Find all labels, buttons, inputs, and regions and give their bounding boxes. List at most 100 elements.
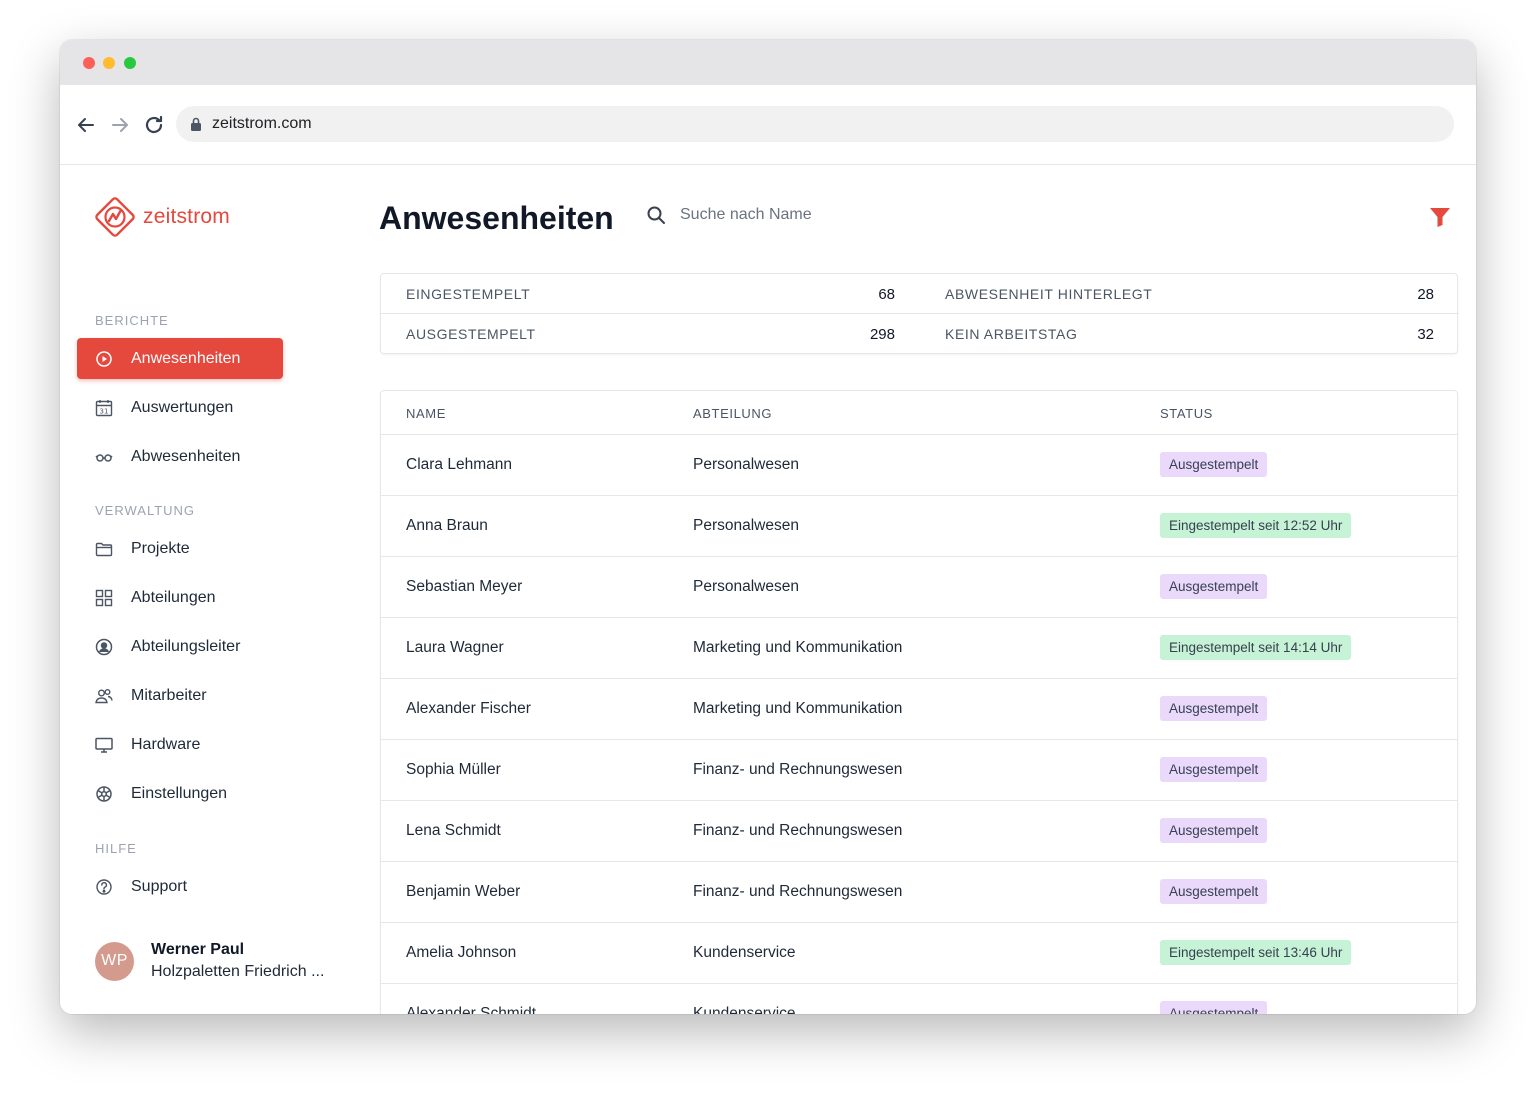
user-profile[interactable]: WP Werner Paul Holzpaletten Friedrich ..… — [95, 941, 324, 981]
sidebar-item-label: Einstellungen — [131, 784, 228, 802]
sidebar-item-label: Mitarbeiter — [131, 686, 207, 704]
calendar-icon: 31 — [95, 399, 113, 417]
glasses-icon — [95, 448, 113, 466]
employee-department: Marketing und Kommunikation — [693, 700, 903, 717]
status-badge: Ausgestempelt — [1160, 696, 1268, 721]
sidebar-item-hardware[interactable]: Hardware — [77, 724, 283, 765]
sidebar-item-abteilungsleiter[interactable]: Abteilungsleiter — [77, 626, 283, 667]
stat-value: 28 — [1417, 285, 1434, 303]
status-badge: Eingestempelt seit 14:14 Uhr — [1160, 635, 1352, 660]
column-header-name[interactable]: NAME — [406, 406, 446, 421]
table-row[interactable]: Lena Schmidt Finanz- und Rechnungswesen Au… — [381, 801, 1457, 862]
back-arrow-icon[interactable] — [74, 113, 98, 137]
employee-department: Kundenservice — [693, 1005, 796, 1014]
url-text: zeitstrom.com — [212, 115, 312, 132]
table-row[interactable]: Alexander Schmidt Kundenservice Ausgestemp… — [381, 984, 1457, 1014]
employee-name: Amelia Johnson — [406, 944, 517, 961]
lock-icon — [190, 117, 202, 131]
table-row[interactable]: Sebastian Meyer Personalwesen Ausgestempel… — [381, 557, 1457, 618]
column-header-department[interactable]: ABTEILUNG — [693, 406, 773, 421]
table-row[interactable]: Laura Wagner Marketing und Kommunikation E… — [381, 618, 1457, 679]
table-row[interactable]: Amelia Johnson Kundenservice Eingestempelt… — [381, 923, 1457, 984]
app-content: zeitstrom BERICHTE Anwesenheiten 31 Ausw… — [60, 165, 1476, 1014]
stat-label: KEIN ARBEITSTAG — [945, 326, 1078, 342]
brand-logo[interactable]: zeitstrom — [93, 195, 230, 239]
sidebar-item-support[interactable]: Support — [77, 866, 283, 907]
stat-value: 68 — [878, 285, 895, 303]
sidebar-item-mitarbeiter[interactable]: Mitarbeiter — [77, 675, 283, 716]
zeitstrom-logo-icon — [95, 197, 135, 237]
employee-department: Finanz- und Rechnungswesen — [693, 761, 903, 778]
table-row[interactable]: Alexander Fischer Marketing und Kommunika… — [381, 679, 1457, 740]
stat-label: ABWESENHEIT HINTERLEGT — [945, 286, 1153, 302]
sidebar-item-auswertungen[interactable]: 31 Auswertungen — [77, 387, 283, 428]
grid-icon — [95, 589, 113, 607]
table-row[interactable]: Anna Braun Personalwesen Eingestempelt sei… — [381, 496, 1457, 557]
employee-name: Lena Schmidt — [406, 822, 501, 839]
main-content: Anwesenheiten EINGESTEMPELT 68 ABWESENHE… — [360, 165, 1476, 1014]
sidebar-item-projekte[interactable]: Projekte — [77, 528, 283, 569]
browser-toolbar: zeitstrom.com — [60, 85, 1476, 165]
minimize-window-button[interactable] — [103, 57, 115, 69]
sidebar-item-anwesenheiten[interactable]: Anwesenheiten — [77, 338, 283, 379]
table-row[interactable]: Sophia Müller Finanz- und Rechnungswesen A… — [381, 740, 1457, 801]
stats-summary: EINGESTEMPELT 68 ABWESENHEIT HINTERLEGT … — [380, 273, 1459, 354]
title-bar — [60, 40, 1476, 85]
attendance-table: NAME ABTEILUNG STATUS Clara Lehmann Perso… — [380, 390, 1458, 1014]
employee-name: Alexander Schmidt — [406, 1005, 537, 1014]
browser-window: zeitstrom.com zeitstrom BERICHTE Anwesen… — [60, 40, 1476, 1014]
status-badge: Ausgestempelt — [1160, 818, 1268, 843]
maximize-window-button[interactable] — [124, 57, 136, 69]
brand-name: zeitstrom — [143, 205, 230, 228]
employee-name: Clara Lehmann — [406, 456, 512, 473]
sidebar-item-label: Auswertungen — [131, 398, 234, 416]
svg-text:31: 31 — [100, 407, 109, 415]
stat-value: 298 — [869, 325, 895, 343]
search-bar — [646, 205, 940, 225]
sidebar-item-abteilungen[interactable]: Abteilungen — [77, 577, 283, 618]
help-circle-icon — [95, 878, 113, 896]
employee-name: Laura Wagner — [406, 639, 504, 656]
employee-department: Finanz- und Rechnungswesen — [693, 883, 903, 900]
user-company: Holzpaletten Friedrich ... — [151, 963, 325, 980]
sidebar-item-label: Anwesenheiten — [131, 349, 241, 367]
employee-name: Benjamin Weber — [406, 883, 521, 900]
filter-icon[interactable] — [1428, 205, 1452, 229]
status-badge: Ausgestempelt — [1160, 1001, 1268, 1014]
section-label-berichte: BERICHTE — [95, 313, 169, 328]
sidebar-item-einstellungen[interactable]: Einstellungen — [77, 773, 283, 814]
sidebar-item-label: Projekte — [131, 539, 190, 557]
sidebar-item-label: Abwesenheiten — [131, 447, 241, 465]
employee-name: Anna Braun — [406, 517, 488, 534]
search-icon — [646, 205, 666, 225]
play-circle-icon — [95, 350, 113, 368]
employee-department: Personalwesen — [693, 578, 799, 595]
table-row[interactable]: Benjamin Weber Finanz- und Rechnungswesen… — [381, 862, 1457, 923]
forward-arrow-icon[interactable] — [108, 113, 132, 137]
stat-label: EINGESTEMPELT — [406, 286, 531, 302]
stat-label: AUSGESTEMPELT — [406, 326, 536, 342]
employee-department: Finanz- und Rechnungswesen — [693, 822, 903, 839]
close-window-button[interactable] — [83, 57, 95, 69]
sidebar-item-label: Hardware — [131, 735, 201, 753]
reload-icon[interactable] — [142, 113, 166, 137]
employee-department: Personalwesen — [693, 456, 799, 473]
monitor-icon — [95, 736, 113, 754]
avatar: WP — [95, 941, 134, 981]
stat-kein-arbeitstag: KEIN ARBEITSTAG 32 — [920, 314, 1459, 354]
table-header: NAME ABTEILUNG STATUS — [381, 391, 1457, 435]
status-badge: Ausgestempelt — [1160, 574, 1268, 599]
sidebar-item-label: Abteilungsleiter — [131, 637, 241, 655]
status-badge: Ausgestempelt — [1160, 879, 1268, 904]
table-row[interactable]: Clara Lehmann Personalwesen Ausgestempelt — [381, 435, 1457, 496]
users-icon — [95, 687, 113, 705]
status-badge: Ausgestempelt — [1160, 452, 1268, 477]
column-header-status[interactable]: STATUS — [1160, 406, 1213, 421]
section-label-verwaltung: VERWALTUNG — [95, 503, 196, 518]
folder-icon — [95, 540, 113, 558]
sidebar-item-abwesenheiten[interactable]: Abwesenheiten — [77, 436, 283, 477]
employee-department: Kundenservice — [693, 944, 796, 961]
search-input[interactable] — [680, 206, 940, 224]
address-bar[interactable]: zeitstrom.com — [176, 106, 1454, 142]
table-body: Clara Lehmann Personalwesen Ausgestempelt A… — [381, 435, 1457, 1014]
